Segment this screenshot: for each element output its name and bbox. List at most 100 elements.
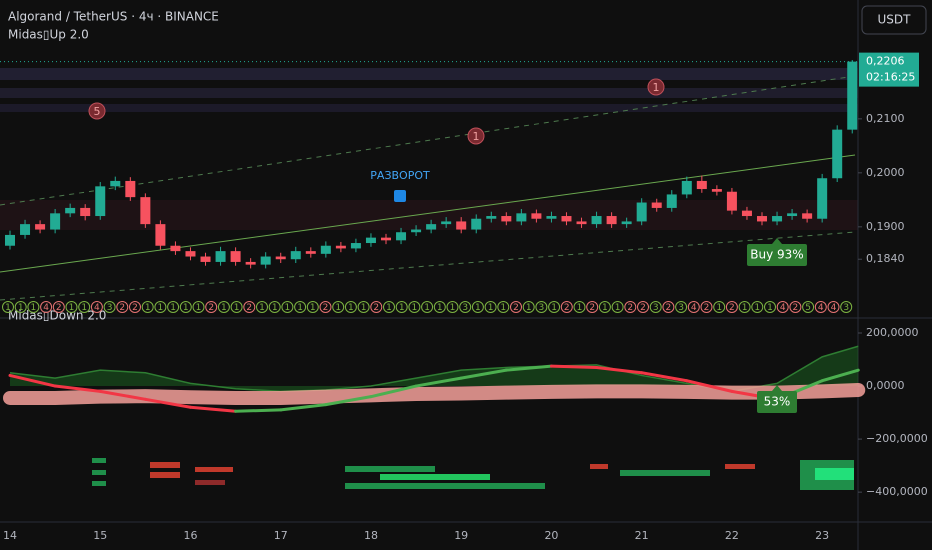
signal-segment bbox=[685, 379, 734, 393]
signal-circle bbox=[306, 301, 319, 313]
zero-band bbox=[3, 383, 866, 405]
candle-body bbox=[681, 180, 692, 195]
signal-segment bbox=[414, 376, 463, 388]
candle-body bbox=[817, 178, 828, 219]
candle-body bbox=[787, 213, 798, 217]
marker-circle bbox=[88, 102, 106, 120]
signal-count: 2 bbox=[704, 303, 710, 313]
signal-count: 5 bbox=[805, 303, 811, 313]
candle-body bbox=[320, 245, 331, 254]
band bbox=[0, 104, 858, 112]
signal-count: 1 bbox=[5, 303, 11, 313]
candle-body bbox=[20, 224, 31, 235]
candle-body bbox=[651, 202, 662, 208]
candle-body bbox=[546, 216, 557, 219]
candle-body bbox=[726, 191, 737, 211]
heat-cell bbox=[815, 468, 854, 480]
candle-body bbox=[35, 224, 46, 230]
signal-circle bbox=[687, 301, 700, 313]
signal-circle bbox=[675, 301, 688, 313]
signal-count: 1 bbox=[551, 303, 557, 313]
signal-count: 1 bbox=[450, 303, 456, 313]
candle-body bbox=[501, 216, 512, 222]
heat-cell bbox=[725, 464, 755, 469]
candle-body bbox=[185, 251, 196, 257]
signal-circle bbox=[357, 301, 370, 313]
candle-body bbox=[576, 221, 587, 225]
candle-body bbox=[50, 213, 61, 230]
signal-count: 3 bbox=[462, 303, 468, 313]
signal-count: 3 bbox=[653, 303, 659, 313]
signal-count: 1 bbox=[81, 303, 87, 313]
signal-circle bbox=[154, 301, 167, 313]
signal-count: 1 bbox=[361, 303, 367, 313]
signal-segment bbox=[820, 368, 860, 383]
candle-body bbox=[305, 251, 316, 254]
currency-button[interactable] bbox=[861, 5, 927, 35]
pointer bbox=[772, 385, 782, 391]
buy-label: Buy 93% bbox=[750, 248, 803, 262]
candle-body bbox=[471, 218, 482, 230]
signal-circle bbox=[116, 301, 129, 313]
signal-circle bbox=[573, 301, 586, 313]
signal-circle bbox=[611, 301, 624, 313]
candle-body bbox=[561, 216, 572, 222]
signal-circle bbox=[268, 301, 281, 313]
signal-segment bbox=[143, 397, 192, 409]
signal-circle bbox=[167, 301, 180, 313]
signal-circle bbox=[802, 301, 815, 313]
candle-body bbox=[741, 210, 752, 217]
reversal-icon bbox=[394, 190, 406, 202]
candle-body bbox=[125, 180, 136, 198]
candle-body bbox=[606, 216, 617, 225]
signal-count: 2 bbox=[208, 303, 214, 313]
signal-circle bbox=[27, 301, 40, 313]
candle-body bbox=[396, 232, 407, 241]
heat-cell bbox=[150, 472, 180, 478]
candle-body bbox=[140, 197, 151, 225]
signal-count: 1 bbox=[577, 303, 583, 313]
signal-circle bbox=[586, 301, 599, 313]
signal-circle bbox=[383, 301, 395, 313]
signal-count: 1 bbox=[183, 303, 189, 313]
signal-circle bbox=[395, 301, 408, 313]
heat-cell bbox=[195, 480, 225, 485]
signal-segment bbox=[53, 384, 102, 393]
marker-label: 1 bbox=[653, 81, 660, 94]
candle-body bbox=[5, 234, 15, 246]
candle-body bbox=[832, 129, 843, 179]
signal-segment bbox=[8, 373, 57, 388]
signal-count: 1 bbox=[399, 303, 405, 313]
signal-count: 4 bbox=[94, 303, 100, 313]
signal-count: 1 bbox=[424, 303, 430, 313]
signal-segment bbox=[549, 364, 599, 369]
currency-button-label[interactable]: USDT bbox=[878, 13, 912, 27]
signal-circle bbox=[205, 301, 218, 313]
heat-cell bbox=[590, 464, 608, 469]
signal-circle bbox=[560, 301, 573, 313]
candle-body bbox=[350, 243, 361, 249]
percent-box bbox=[757, 391, 797, 413]
y-tick-label: 0,1840 bbox=[866, 252, 905, 265]
candle-body bbox=[170, 245, 181, 252]
signal-count: 2 bbox=[132, 303, 138, 313]
signal-count: 4 bbox=[831, 303, 837, 313]
oscillator-area bbox=[10, 346, 859, 392]
signal-circle bbox=[40, 301, 53, 313]
signal-count: 3 bbox=[107, 303, 113, 313]
signal-count: 1 bbox=[272, 303, 278, 313]
x-tick-label: 22 bbox=[725, 529, 739, 542]
indicator-name: Midas▯Up 2.0 bbox=[8, 28, 89, 42]
signal-count: 4 bbox=[43, 303, 49, 313]
signal-circle bbox=[256, 301, 268, 313]
signal-circle bbox=[738, 301, 751, 313]
signal-segment bbox=[595, 365, 644, 375]
x-tick-label: 18 bbox=[364, 529, 378, 542]
signal-circle bbox=[700, 301, 713, 313]
x-tick-label: 14 bbox=[3, 529, 17, 542]
signal-count: 1 bbox=[170, 303, 176, 313]
signal-count: 1 bbox=[526, 303, 532, 313]
signal-count: 1 bbox=[234, 303, 240, 313]
signal-count: 1 bbox=[31, 303, 37, 313]
